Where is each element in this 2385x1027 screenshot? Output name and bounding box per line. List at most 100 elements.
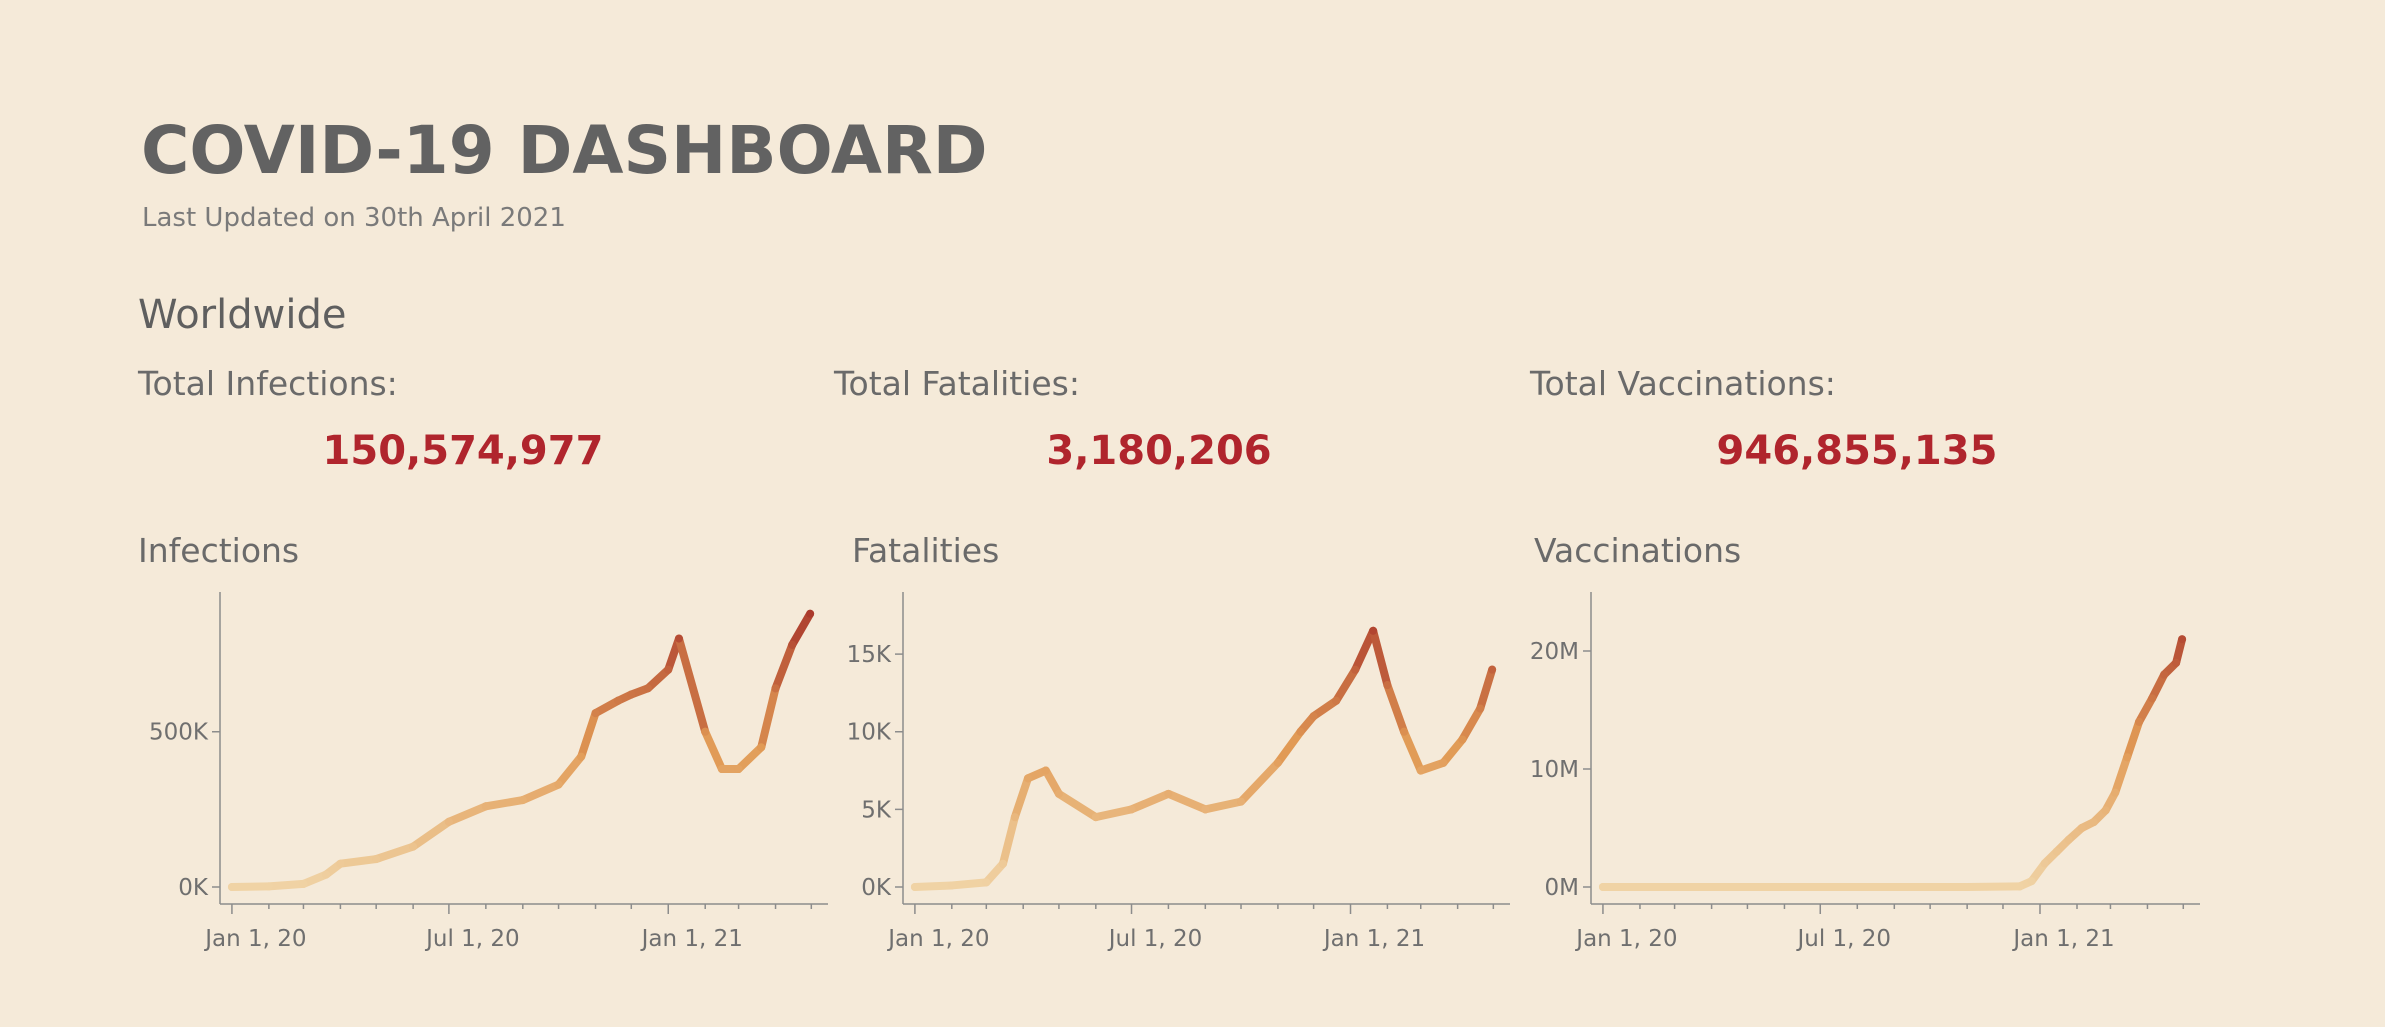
series-line-segment [264, 879, 308, 891]
series-line-segment [1332, 665, 1360, 705]
series-line-segment [2123, 717, 2144, 762]
data-point [554, 780, 563, 789]
data-point [734, 765, 743, 773]
y-tick-label: 10K [847, 720, 892, 746]
data-point [1400, 727, 1409, 736]
data-point [1488, 665, 1497, 674]
series-line-segment [734, 743, 766, 773]
series-line-segment [336, 855, 381, 868]
data-point [1458, 735, 1467, 744]
x-tick-label: Jul 1, 20 [424, 926, 520, 952]
series-line-segment [771, 640, 797, 693]
series-line-segment [1458, 704, 1485, 744]
data-point [788, 640, 797, 649]
y-tick-label: 0K [178, 875, 209, 901]
data-point [444, 817, 453, 826]
data-point [2052, 847, 2061, 856]
series-line-segment [1309, 696, 1341, 721]
y-tick-label: 20M [1530, 639, 1579, 665]
data-point [372, 855, 381, 864]
data-point [947, 881, 956, 890]
data-point [1237, 797, 1246, 806]
data-point [299, 879, 308, 888]
kpi-value-vaccinations: 946,855,135 [1716, 428, 1998, 474]
data-point [910, 883, 919, 891]
series-line-segment [481, 796, 527, 811]
series-line-segment [2135, 694, 2157, 726]
infections-chart: 0K 500K Jan 1, 20 Jul 1, 20 Jan 1, 21 [149, 592, 828, 952]
series-line-segment [1439, 735, 1467, 767]
series-line-segment [1383, 681, 1409, 736]
data-point [627, 690, 636, 699]
data-point [2123, 753, 2132, 762]
y-tick-label: 0K [861, 875, 892, 901]
x-tick-label: Jul 1, 20 [1795, 926, 1891, 952]
series-line-segment [910, 881, 956, 891]
data-point [322, 870, 331, 879]
series-line-segment [409, 817, 453, 851]
x-tick-label: Jan 1, 21 [1322, 926, 1425, 952]
series-line-segment [643, 665, 673, 693]
series-line-segment [299, 870, 331, 888]
data-point [2135, 717, 2144, 726]
series-line-segment [1237, 758, 1282, 806]
data-point [1091, 813, 1100, 822]
data-point [1010, 813, 1019, 822]
data-point [2027, 877, 2036, 886]
data-point [701, 727, 710, 736]
y-tick-label: 5K [861, 797, 892, 823]
x-tick-label: Jan 1, 20 [1574, 926, 1677, 952]
series-line-segment [1041, 766, 1063, 798]
series-line-segment [1054, 789, 1100, 822]
y-tick-label: 10M [1530, 757, 1579, 783]
fatalities-chart: 0K 5K 10K 15K Jan 1, 20 Jul 1, 20 Jan 1, 21 [847, 592, 1510, 952]
data-point [2040, 859, 2049, 868]
data-point [2172, 658, 2181, 667]
series-line-segment [982, 859, 1007, 887]
series-line-segment [591, 696, 623, 718]
y-tick-label: 0M [1545, 875, 1579, 901]
data-point [1476, 704, 1485, 713]
data-point [643, 684, 652, 693]
data-point [1439, 758, 1448, 767]
data-point [409, 842, 418, 851]
chart-title-infections: Infections [138, 531, 300, 570]
series-line-segment [674, 634, 710, 736]
kpi-label-fatalities: Total Fatalities: [834, 364, 1080, 403]
data-point [674, 634, 683, 643]
data-point [757, 743, 766, 752]
chart-title-fatalities: Fatalities [852, 531, 1000, 570]
y-tick-label: 500K [149, 720, 209, 746]
series-line-segment [788, 609, 815, 649]
data-point [1332, 696, 1341, 705]
data-point [2148, 694, 2157, 703]
series-line-segment [1127, 789, 1173, 814]
series-line-segment [1400, 727, 1425, 775]
series-line-segment [372, 842, 418, 864]
data-point [1598, 883, 1607, 891]
x-tick-label: Jan 1, 20 [203, 926, 306, 952]
x-tick-label: Jul 1, 20 [1107, 926, 1203, 952]
data-point [1963, 883, 1972, 891]
series-line-segment [1201, 797, 1246, 814]
data-point [2077, 824, 2086, 832]
data-point [982, 878, 991, 887]
data-point [998, 859, 1007, 868]
x-tick-label: Jan 1, 20 [886, 926, 989, 952]
series-line-segment [518, 780, 563, 805]
data-point [1351, 665, 1360, 674]
data-point [518, 796, 527, 805]
data-point [227, 883, 236, 891]
series-line-segment [701, 727, 726, 773]
kpi-label-infections: Total Infections: [138, 364, 398, 403]
data-point [614, 696, 623, 705]
series-line-segment [1273, 727, 1305, 767]
series-line-segment [1369, 626, 1392, 690]
series-line-segment [947, 878, 991, 890]
data-point [717, 765, 726, 773]
region-heading: Worldwide [138, 292, 347, 338]
data-point [1023, 774, 1032, 783]
series-line-segment [2148, 670, 2169, 703]
data-point [1054, 789, 1063, 798]
series-line-segment [2172, 635, 2187, 667]
